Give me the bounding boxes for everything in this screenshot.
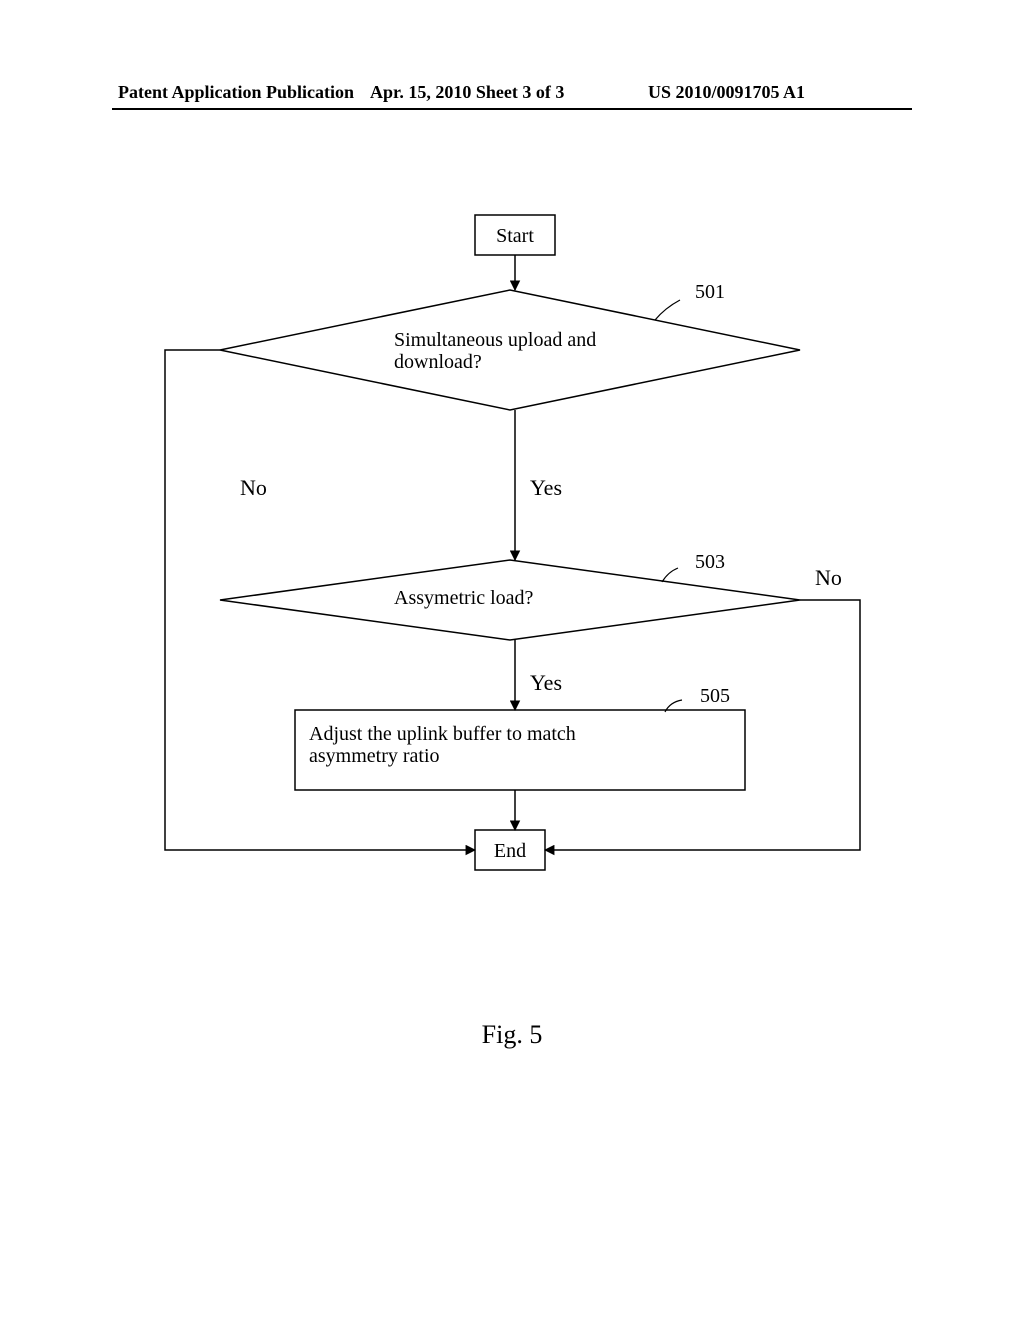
svg-text:503: 503 (695, 551, 725, 573)
header-left: Patent Application Publication (118, 82, 354, 103)
header-middle: Apr. 15, 2010 Sheet 3 of 3 (370, 82, 564, 103)
svg-text:Assymetric load?: Assymetric load? (394, 587, 534, 609)
svg-text:Yes: Yes (530, 670, 562, 695)
flowchart: Start Simultaneous upload anddownload? Ass… (120, 190, 900, 1010)
svg-text:Yes: Yes (530, 475, 562, 500)
svg-text:Adjust the uplink buffer to ma: Adjust the uplink buffer to matchasymmet… (309, 723, 576, 767)
svg-text:Start: Start (496, 225, 534, 247)
svg-text:505: 505 (700, 685, 730, 707)
svg-text:No: No (240, 475, 267, 500)
svg-text:501: 501 (695, 281, 725, 303)
svg-text:No: No (815, 565, 842, 590)
page: Patent Application Publication Apr. 15, … (0, 0, 1024, 1320)
svg-text:Simultaneous upload anddownloa: Simultaneous upload anddownload? (394, 329, 596, 373)
header-rule (112, 108, 912, 110)
header-right: US 2010/0091705 A1 (648, 82, 805, 103)
figure-caption: Fig. 5 (0, 1020, 1024, 1050)
svg-text:End: End (494, 840, 526, 862)
